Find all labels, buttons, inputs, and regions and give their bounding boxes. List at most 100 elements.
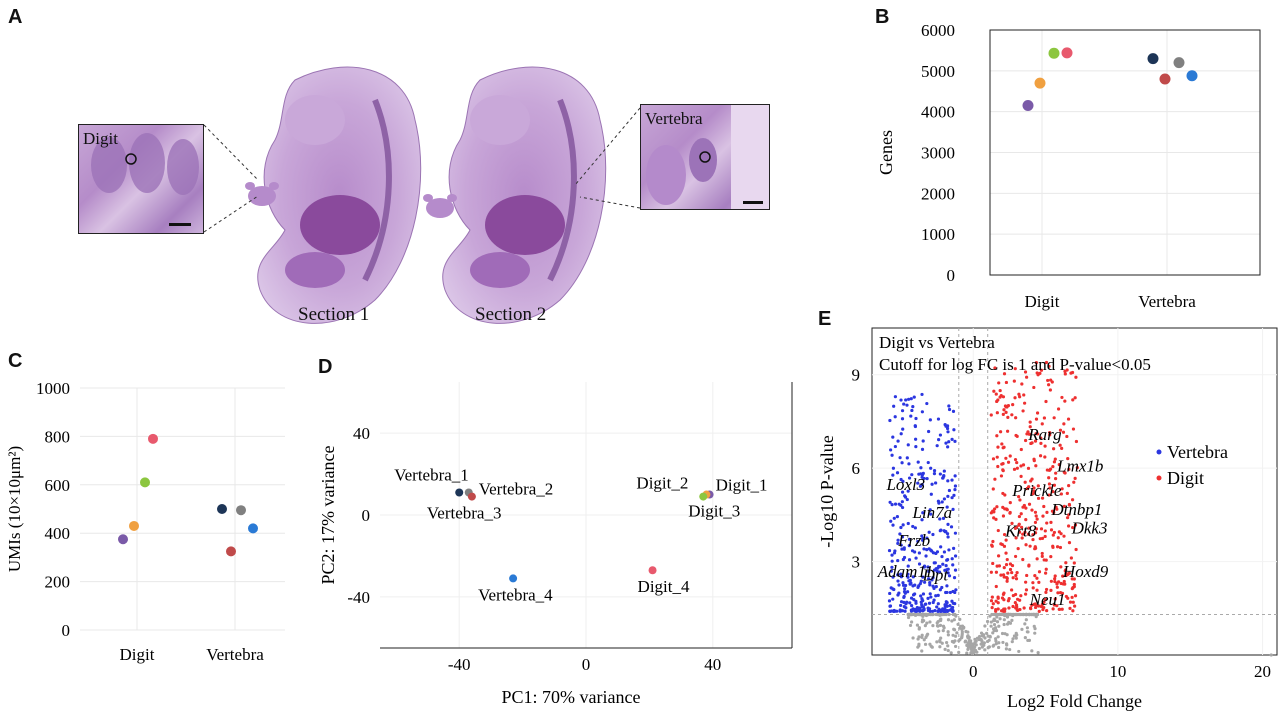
digit-point <box>1049 555 1053 559</box>
vertebra-point <box>896 541 900 546</box>
digit-point <box>1035 411 1040 415</box>
nonsig-point <box>921 618 925 622</box>
vertebra-point <box>905 497 909 502</box>
vertebra-point <box>945 558 949 562</box>
vertebra-point <box>952 493 956 497</box>
vertebra-point <box>903 587 907 591</box>
nonsig-point <box>1002 618 1006 622</box>
vertebra-point <box>900 409 905 413</box>
vertebra-point <box>935 444 939 448</box>
digit-point <box>1071 600 1075 604</box>
vertebra-point <box>912 395 916 399</box>
vertebra-point <box>909 609 914 613</box>
nonsig-point <box>938 645 942 649</box>
nonsig-point <box>1006 612 1010 617</box>
digit-point <box>1002 408 1006 412</box>
panel-letter-e: E <box>818 308 832 330</box>
digit-point <box>1042 416 1046 420</box>
digit-point <box>1019 512 1023 516</box>
nonsig-point <box>954 644 958 649</box>
nonsig-point <box>938 618 942 622</box>
digit-point <box>1001 468 1005 472</box>
nonsig-point <box>983 624 987 628</box>
digit-point <box>1052 603 1056 607</box>
nonsig-point <box>1014 636 1018 640</box>
vertebra-point <box>888 591 892 596</box>
vertebra-point <box>914 445 918 449</box>
digit-point <box>1001 592 1006 596</box>
digit-point <box>1063 372 1067 376</box>
digit-point <box>1010 570 1014 575</box>
vertebra-point <box>922 580 927 584</box>
vertebra-point <box>951 609 955 613</box>
nonsig-point <box>938 623 943 627</box>
digit-point <box>1065 516 1070 520</box>
embryo-sections-illustration <box>203 66 641 324</box>
digit-point <box>1051 607 1055 611</box>
nonsig-point <box>994 639 998 643</box>
x-tick-label: 0 <box>969 662 978 681</box>
nonsig-point <box>1020 627 1024 631</box>
digit-point <box>1047 364 1051 368</box>
nonsig-point <box>995 620 1000 624</box>
nonsig-point <box>977 634 982 639</box>
vertebra-point <box>938 529 942 533</box>
vertebra-point <box>899 572 903 576</box>
data-point <box>226 546 236 557</box>
nonsig-point <box>968 643 973 648</box>
digit-point <box>1015 570 1019 575</box>
digit-point <box>1053 597 1057 601</box>
nonsig-point <box>917 626 921 630</box>
nonsig-point <box>920 649 924 653</box>
nonsig-point <box>1018 612 1022 617</box>
digit-point <box>1055 545 1060 549</box>
digit-point <box>1043 534 1047 539</box>
digit-point <box>1034 464 1038 468</box>
vertebra-point <box>925 401 929 406</box>
digit-point <box>1020 536 1024 540</box>
y-tick-label: 0 <box>362 506 371 525</box>
digit-point <box>1001 573 1006 577</box>
y-tick-label: 800 <box>45 427 71 446</box>
vertebra-point <box>931 551 935 555</box>
vertebra-point <box>891 473 895 477</box>
digit-point <box>1073 523 1078 527</box>
digit-point <box>1045 521 1049 525</box>
vertebra-point <box>906 489 910 493</box>
digit-point <box>1013 526 1018 530</box>
vertebra-point <box>927 547 931 551</box>
vertebra-point <box>926 460 930 465</box>
digit-point <box>1010 413 1014 417</box>
nonsig-point <box>1011 637 1015 641</box>
embryo-section-1 <box>257 66 422 324</box>
digit-point <box>1023 480 1027 484</box>
digit-point <box>1008 501 1012 505</box>
nonsig-point <box>993 612 997 617</box>
vertebra-point <box>917 551 921 555</box>
nonsig-point <box>991 627 996 631</box>
vertebra-point <box>908 578 912 582</box>
vertebra-point <box>919 600 923 604</box>
digit-point <box>1047 482 1052 486</box>
digit-point <box>1001 514 1006 518</box>
nonsig-point <box>1032 624 1036 628</box>
digit-point <box>1034 527 1039 531</box>
nonsig-point <box>997 624 1001 628</box>
vertebra-point <box>890 503 894 507</box>
digit-point <box>995 411 999 415</box>
vertebra-point <box>945 532 950 536</box>
nonsig-point <box>935 612 939 617</box>
vertebra-point <box>891 435 895 439</box>
vertebra-point <box>951 563 955 567</box>
y-tick-label: 2000 <box>921 184 955 203</box>
digit-point <box>1024 518 1028 522</box>
digit-point <box>1024 580 1028 584</box>
digit-point <box>1031 492 1035 496</box>
data-point <box>217 504 227 514</box>
nonsig-point <box>1005 622 1010 626</box>
nonsig-point <box>1015 633 1019 637</box>
x-tick-label: Vertebra <box>1138 292 1196 311</box>
nonsig-point <box>1001 640 1005 645</box>
digit-point <box>1014 554 1018 559</box>
vertebra-point <box>941 476 945 480</box>
